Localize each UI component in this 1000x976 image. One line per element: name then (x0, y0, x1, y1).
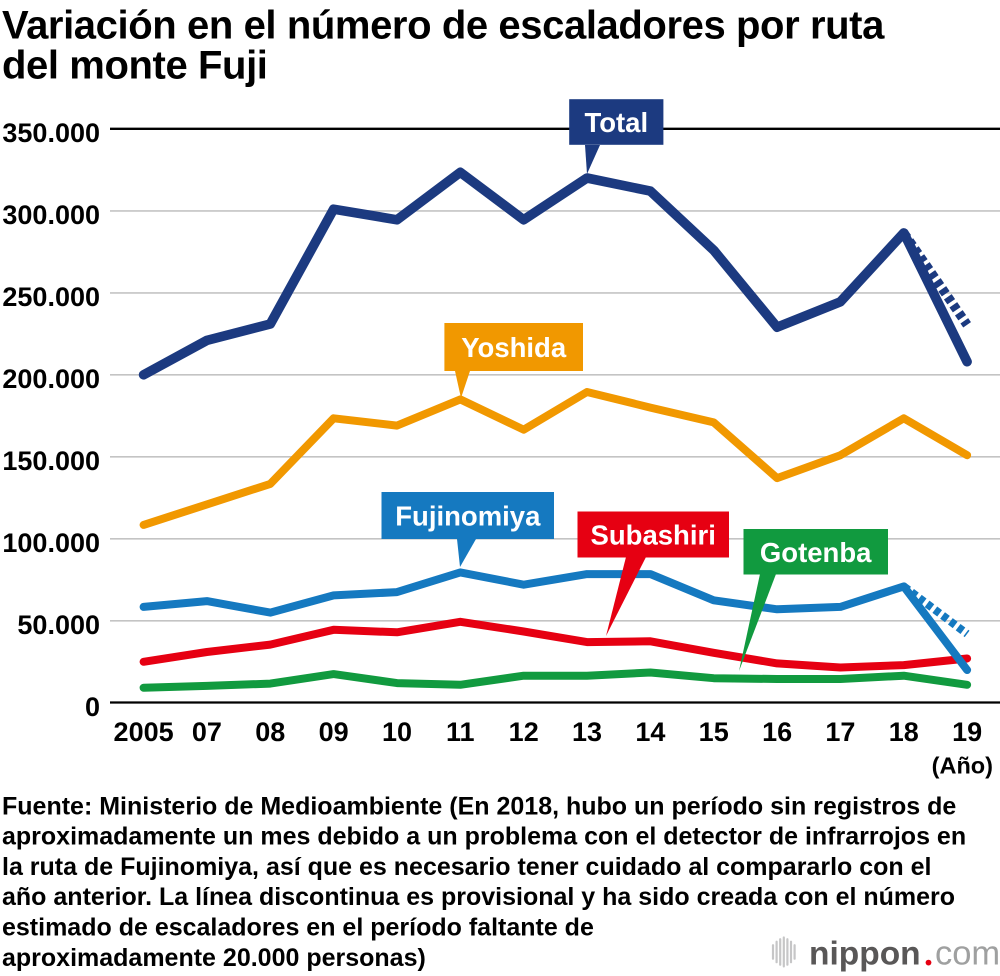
svg-text:aproximadamente un mes debido: aproximadamente un mes debido a un probl… (2, 823, 966, 851)
svg-text:Fujinomiya: Fujinomiya (395, 501, 541, 532)
svg-text:del monte Fuji: del monte Fuji (2, 43, 268, 87)
svg-text:12: 12 (509, 717, 539, 747)
svg-text:nippon: nippon (809, 936, 921, 973)
svg-text:19: 19 (952, 717, 982, 747)
svg-text:350.000: 350.000 (2, 118, 100, 148)
svg-text:la ruta de Fujinomiya, así que: la ruta de Fujinomiya, así que es necesa… (2, 853, 931, 881)
svg-text:50.000: 50.000 (17, 610, 100, 640)
svg-text:0: 0 (85, 692, 100, 722)
svg-text:Gotenba: Gotenba (760, 537, 872, 568)
svg-text:com: com (935, 935, 1000, 973)
svg-text:150.000: 150.000 (2, 446, 100, 476)
svg-text:300.000: 300.000 (2, 200, 100, 230)
svg-text:100.000: 100.000 (2, 528, 100, 558)
svg-text:(Año): (Año) (932, 752, 993, 778)
svg-text:17: 17 (825, 717, 855, 747)
svg-text:09: 09 (319, 717, 349, 747)
svg-text:13: 13 (572, 717, 602, 747)
svg-text:aproximadamente 20.000 persona: aproximadamente 20.000 personas) (2, 944, 426, 972)
svg-text:Fuente: Ministerio de Medioamb: Fuente: Ministerio de Medioambiente (En … (2, 792, 956, 820)
svg-text:07: 07 (192, 717, 222, 747)
svg-text:10: 10 (382, 717, 412, 747)
svg-text:18: 18 (889, 717, 919, 747)
svg-text:Variación en el número de esca: Variación en el número de escaladores po… (2, 4, 885, 48)
svg-text:250.000: 250.000 (2, 282, 100, 312)
svg-text:Total: Total (584, 107, 648, 138)
svg-text:15: 15 (699, 717, 729, 747)
svg-text:Yoshida: Yoshida (461, 332, 567, 363)
svg-text:año anterior. La línea discont: año anterior. La línea discontinua es pr… (2, 883, 955, 911)
svg-text:11: 11 (446, 717, 475, 747)
svg-text:2005: 2005 (114, 717, 174, 747)
svg-text:estimado de escaladores en el: estimado de escaladores en el período fa… (2, 914, 594, 942)
svg-text:08: 08 (255, 717, 285, 747)
svg-text:14: 14 (635, 717, 665, 747)
svg-text:200.000: 200.000 (2, 364, 100, 394)
svg-text:16: 16 (762, 717, 792, 747)
svg-text:Subashiri: Subashiri (591, 520, 716, 551)
